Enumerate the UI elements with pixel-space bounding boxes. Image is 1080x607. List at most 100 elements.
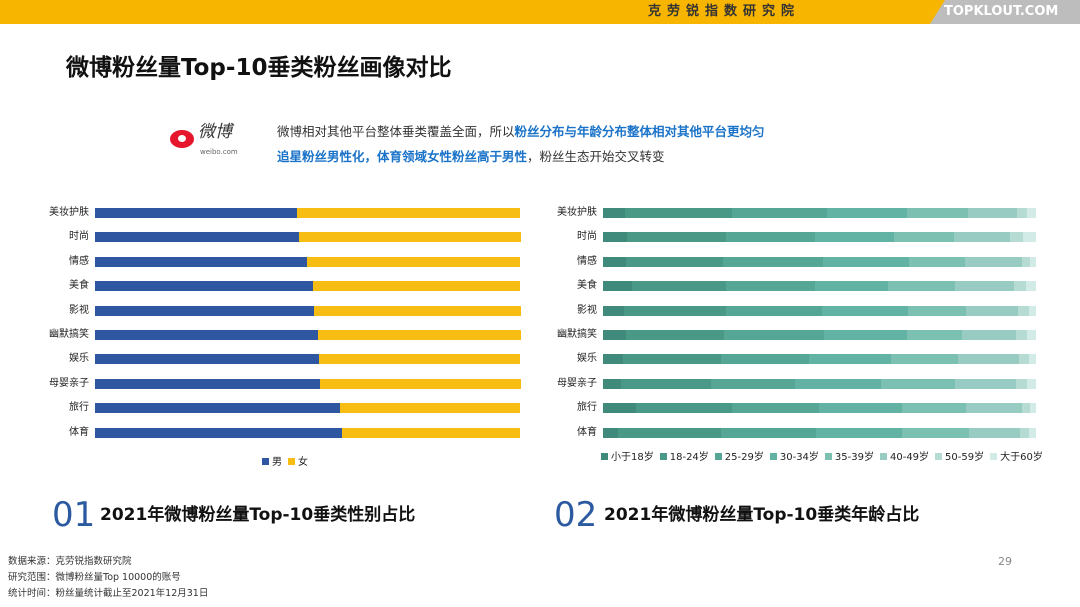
bar-segment [953, 232, 1011, 243]
legend-item: 小于18岁 [601, 452, 654, 464]
bar-segment [901, 427, 970, 438]
bar-segment [966, 403, 1023, 414]
bar-segment [795, 378, 882, 389]
bar-segment [822, 256, 910, 267]
bar-segment [721, 354, 810, 365]
bar-segment [617, 427, 722, 438]
bar-segment [1009, 232, 1024, 243]
bar-segment [95, 427, 343, 438]
bar-segment [320, 378, 521, 389]
bar-segment [966, 305, 1019, 316]
bar-segment [95, 305, 315, 316]
bar-segment [731, 403, 820, 414]
bar-segment [95, 208, 298, 218]
legend-label: 25-29岁 [724, 452, 764, 463]
legend-swatch [769, 453, 777, 460]
bar-segment [901, 403, 967, 414]
page-title: 微博粉丝量Top-10垂类粉丝画像对比 [66, 55, 452, 81]
page-number: 29 [998, 555, 1012, 568]
legend-item: 30-34岁 [769, 452, 819, 464]
bar-segment [313, 281, 521, 292]
category-label: 美妆护肤 [49, 207, 89, 218]
bar-segment [732, 208, 828, 218]
legend-label: 男 [272, 457, 282, 468]
bar-segment [1029, 256, 1037, 267]
legend-label: 40-49岁 [889, 452, 930, 463]
bar-segment [726, 281, 816, 292]
bar-segment [809, 354, 892, 365]
footer-time: 统计时间：粉丝量统计截止至2021年12月31日 [8, 588, 209, 599]
bar-segment [95, 330, 319, 340]
bar-segment [1015, 378, 1028, 389]
legend-swatch [262, 458, 269, 465]
category-label: 体育 [69, 426, 89, 438]
bar-segment [726, 305, 823, 316]
bar-segment [627, 232, 727, 243]
header-brand: TOPKLOUT.COM [930, 0, 1080, 24]
logo-url: weibo.com [200, 148, 238, 156]
legend-label: 女 [298, 457, 308, 468]
category-label: 时尚 [577, 231, 597, 243]
bar-segment [822, 305, 909, 316]
bar-segment [95, 256, 308, 267]
category-label: 情感 [577, 255, 597, 267]
bar-segment [603, 403, 637, 414]
bar-segment [603, 281, 633, 292]
legend-item: 女 [288, 457, 308, 469]
bar-segment [1022, 232, 1037, 243]
desc-highlight: 粉丝分布与年龄分布整体相对其他平台更均匀 [514, 124, 765, 139]
section-title-1: 2021年微博粉丝量Top-10垂类性别占比 [100, 505, 416, 525]
bar-segment [624, 208, 733, 218]
bar-segment [1026, 281, 1037, 292]
bar-segment [1019, 354, 1030, 365]
legend-swatch [879, 453, 887, 460]
bar-segment [890, 354, 959, 365]
desc-highlight: 追星粉丝男性化，体育领域女性粉丝高于男性 [277, 149, 528, 164]
legend-item: 18-24岁 [659, 452, 709, 464]
bar-segment [894, 232, 955, 243]
category-label: 娱乐 [577, 353, 597, 365]
bar-segment [625, 256, 723, 267]
bar-segment [622, 354, 722, 365]
header-org: 克劳锐指数研究院 [648, 4, 801, 19]
bar-segment [603, 330, 627, 340]
logo-text: 微博 [198, 122, 232, 142]
bar-segment [1028, 354, 1037, 365]
bar-segment [1020, 427, 1030, 438]
legend-item: 50-59岁 [935, 452, 984, 464]
category-label: 影视 [577, 304, 597, 316]
bar-segment [1026, 378, 1037, 389]
bar-segment [313, 305, 521, 316]
category-label: 幽默搞笑 [557, 329, 597, 340]
bar-segment [909, 256, 966, 267]
bar-segment [724, 330, 825, 340]
bar-segment [635, 403, 733, 414]
category-label: 母婴亲子 [49, 377, 89, 389]
section-number-1: 01 [52, 495, 96, 535]
bar-segment [340, 403, 521, 414]
category-label: 旅行 [69, 402, 89, 414]
header-bar: 克劳锐指数研究院 TOPKLOUT.COM [0, 0, 1080, 24]
legend-label: 30-34岁 [779, 452, 819, 463]
bar-segment [720, 427, 817, 438]
footer-scope: 研究范围：微博粉丝量Top 10000的账号 [8, 572, 181, 583]
bar-segment [710, 378, 796, 389]
legend-item: 大于60岁 [990, 452, 1043, 464]
bar-segment [318, 354, 521, 365]
legend-swatch [288, 458, 295, 465]
bar-segment [603, 208, 626, 218]
section-number-2: 02 [554, 495, 598, 535]
legend-label: 小于18岁 [611, 452, 654, 463]
bar-segment [726, 232, 816, 243]
bar-segment [621, 378, 712, 389]
bar-segment [1026, 330, 1037, 340]
legend-swatch [659, 453, 667, 460]
bar-segment [906, 330, 963, 340]
legend-swatch [935, 453, 943, 460]
bar-segment [95, 403, 341, 414]
chart-legend: 男女 [262, 457, 308, 469]
bar-segment [1029, 427, 1037, 438]
legend-swatch [824, 453, 832, 460]
bar-segment [824, 330, 908, 340]
description-line-2: 追星粉丝男性化，体育领域女性粉丝高于男性，粉丝生态开始交叉转变 [277, 149, 665, 165]
